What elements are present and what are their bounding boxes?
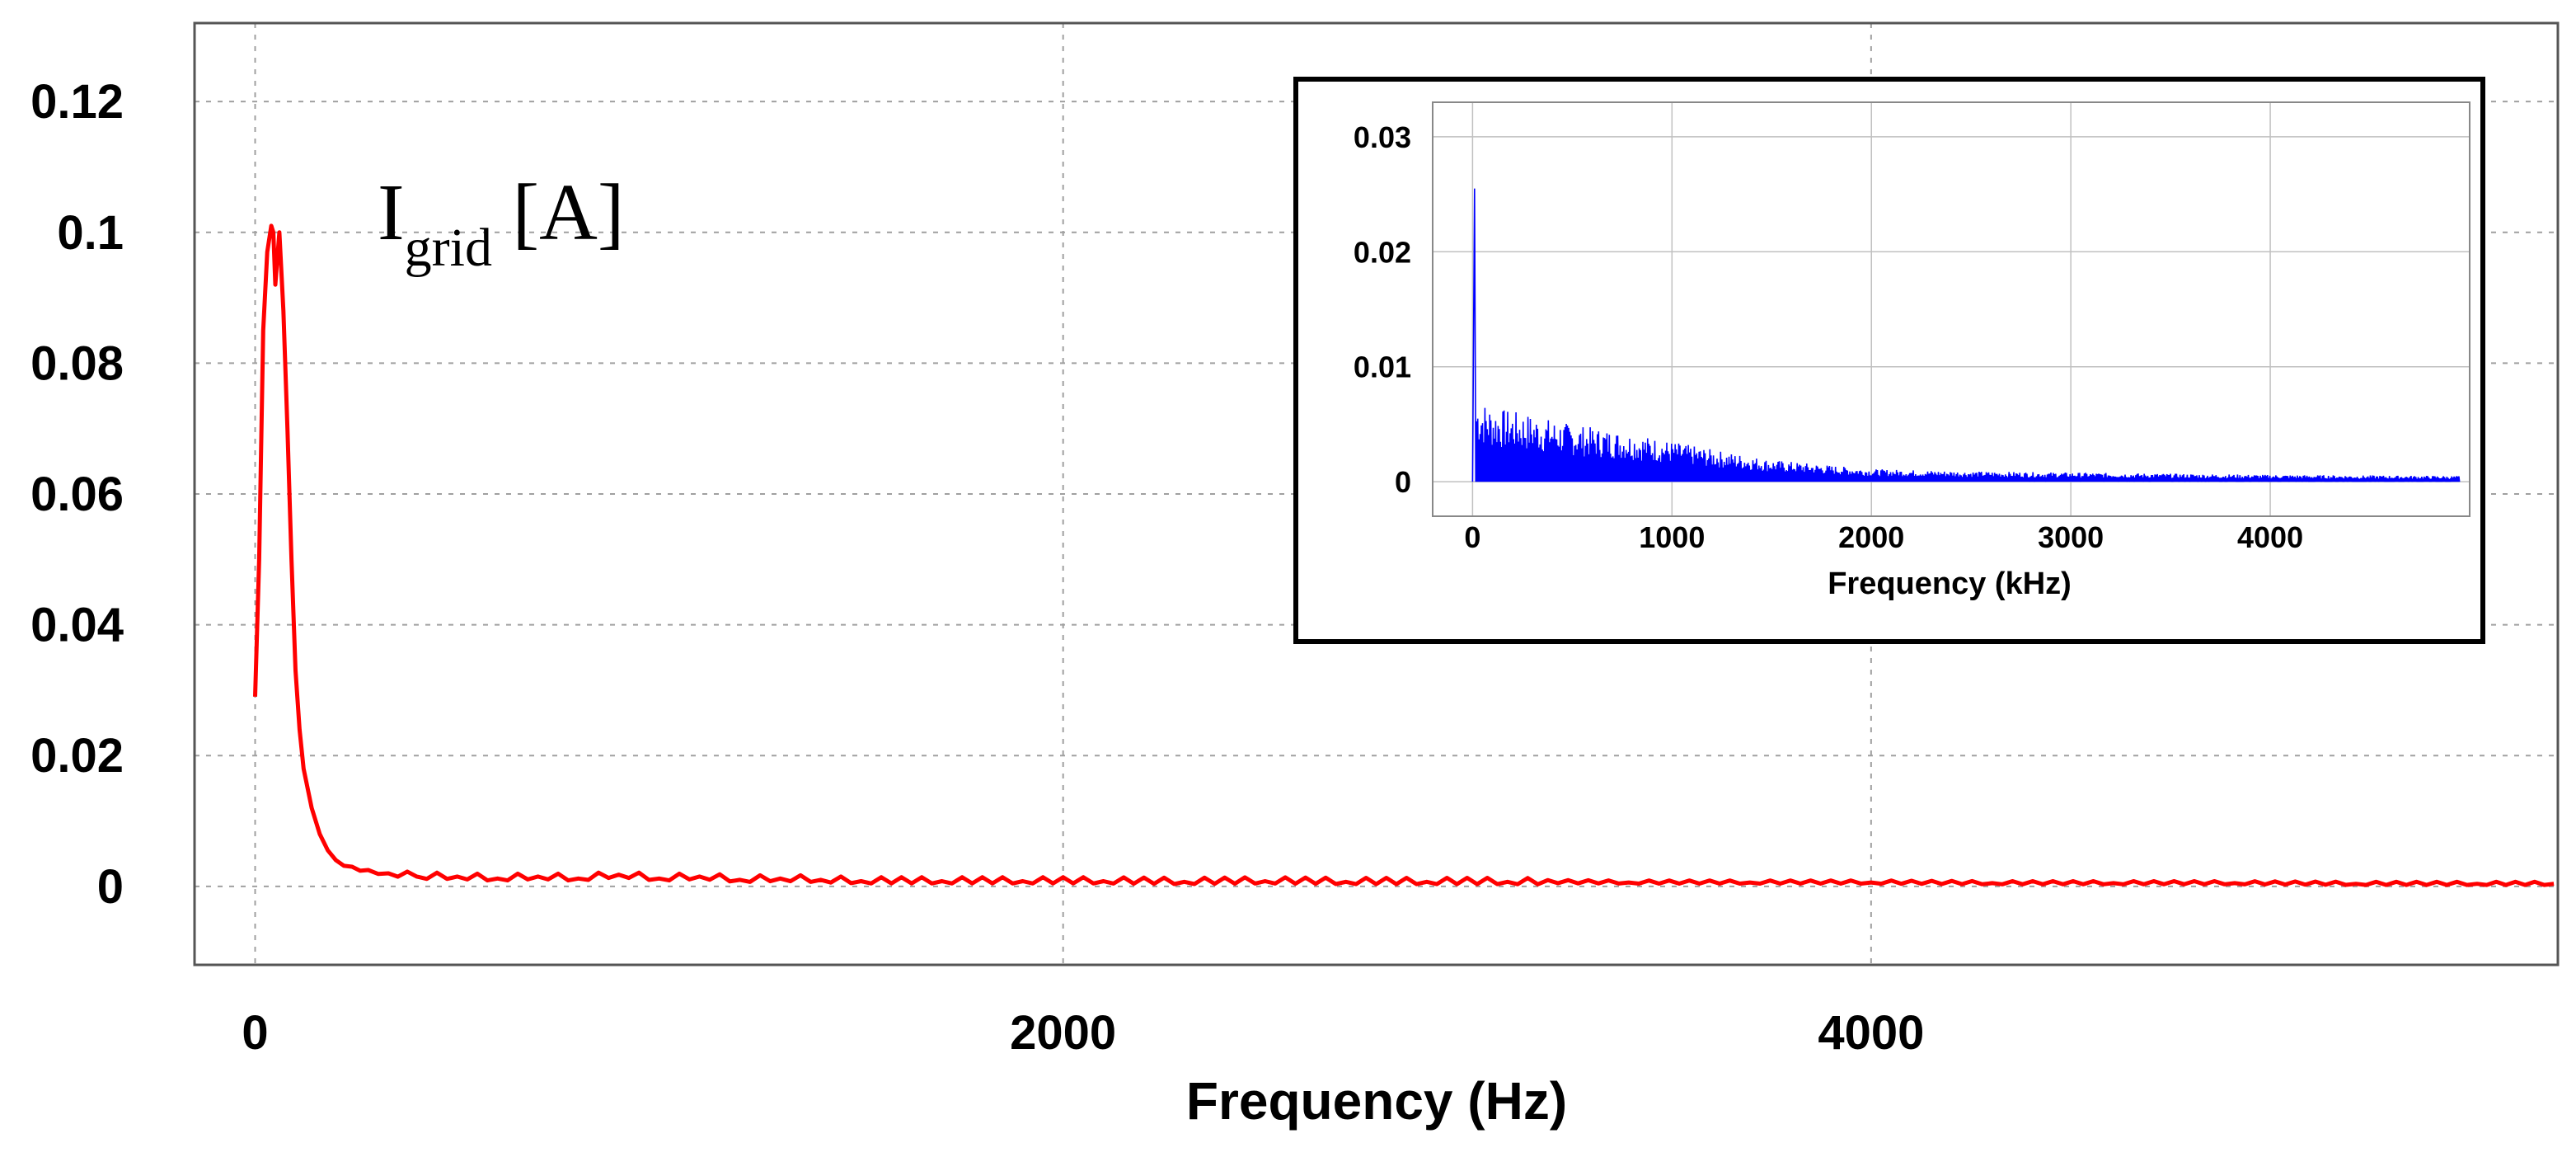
main-y-tick-labels: 0 0.02 0.04 0.06 0.08 0.1 0.12 xyxy=(30,75,124,914)
main-x-tick-label: 2000 xyxy=(1010,1006,1116,1060)
inset-x-axis-title: Frequency (kHz) xyxy=(1828,567,2072,601)
inset-series-spectrum xyxy=(1471,188,2461,482)
inset-y-tick-label: 0 xyxy=(1395,465,1411,499)
inset-y-tick-labels: 0 0.01 0.02 0.03 xyxy=(1354,120,1411,499)
annotation-main: I xyxy=(378,168,405,257)
annotation-subscript: grid xyxy=(405,218,492,278)
inset-x-tick-label: 4000 xyxy=(2237,520,2303,554)
main-x-tick-label: 0 xyxy=(242,1006,268,1060)
annotation-unit: [A] xyxy=(492,168,625,257)
main-y-tick-label: 0.04 xyxy=(30,599,124,652)
inset-series-group xyxy=(1471,188,2461,482)
main-y-tick-label: 0.08 xyxy=(30,336,124,390)
inset-plot-frame xyxy=(1432,101,2470,517)
main-y-tick-label: 0 xyxy=(97,860,124,914)
main-series-line-igrid xyxy=(253,223,2555,887)
inset-y-tick-label: 0.01 xyxy=(1354,350,1411,384)
inset-box xyxy=(1293,77,2485,644)
inset-x-tick-label: 1000 xyxy=(1639,520,1705,554)
main-y-tick-label: 0.06 xyxy=(30,468,124,521)
main-x-tick-label: 4000 xyxy=(1818,1006,1924,1060)
inset-x-tick-label: 3000 xyxy=(2038,520,2104,554)
inset-y-tick-label: 0.03 xyxy=(1354,120,1411,154)
main-plot-frame xyxy=(193,21,2560,967)
inset-y-tick-label: 0.02 xyxy=(1354,235,1411,269)
main-series-group xyxy=(253,223,2555,887)
main-y-tick-label: 0.12 xyxy=(30,75,124,129)
main-y-tick-label: 0.02 xyxy=(30,729,124,783)
inset-x-tick-labels: 0 1000 2000 3000 4000 xyxy=(1464,520,2303,554)
inset-x-tick-label: 0 xyxy=(1464,520,1480,554)
main-x-tick-labels: 0 2000 4000 xyxy=(242,1006,1924,1060)
series-annotation: Igrid [A] xyxy=(378,168,625,278)
main-y-tick-label: 0.1 xyxy=(57,206,124,260)
main-x-axis-title: Frequency (Hz) xyxy=(1186,1071,1567,1131)
inset-x-tick-label: 2000 xyxy=(1838,520,1904,554)
